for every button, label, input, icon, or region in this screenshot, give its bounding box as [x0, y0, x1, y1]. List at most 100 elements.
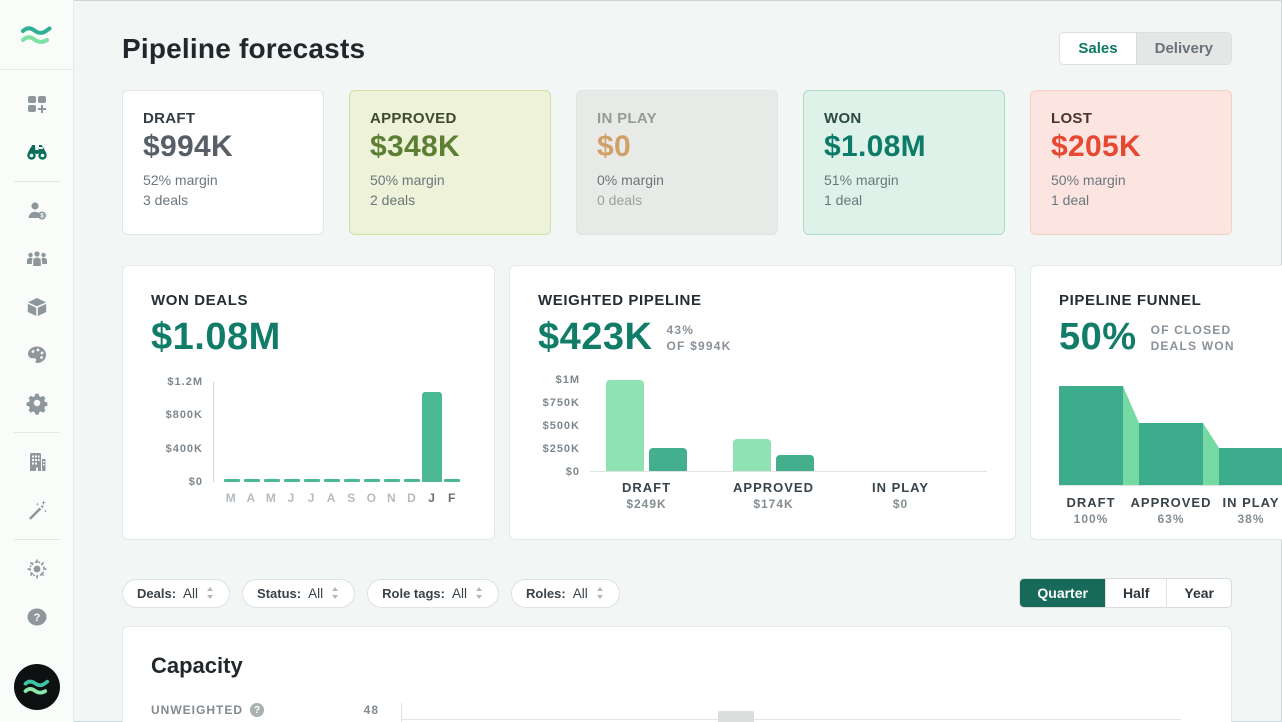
chevron-updown-icon: [596, 587, 603, 599]
weighted-pipeline-yaxis: $1M $750K $500K $250K $0: [542, 374, 580, 478]
stat-label: DRAFT: [143, 110, 196, 127]
capacity-axis-tick: 48: [363, 703, 379, 717]
pipeline-funnel-headline: 50%: [1059, 316, 1137, 358]
building-icon: [29, 453, 45, 471]
funnel-chart: [1059, 386, 1282, 486]
filter-row: Deals: All Status: All Role tags: All Ro…: [122, 578, 1232, 608]
stat-margin: 0% margin: [597, 172, 664, 188]
stat-deals: 1 deal: [1051, 192, 1090, 209]
capacity-title: Capacity: [151, 653, 243, 678]
period-half[interactable]: Half: [1104, 579, 1166, 607]
toggle-sales[interactable]: Sales: [1060, 33, 1136, 64]
wand-icon: [28, 500, 47, 520]
stat-value: $348K: [370, 130, 460, 163]
capacity-gridline: [402, 719, 1181, 720]
weighted-pipeline-headline: $423K: [538, 316, 653, 358]
pipeline-funnel-subtext: OF CLOSED DEALS WON: [1150, 323, 1235, 354]
stat-card-draft: DRAFT $994K 52% margin 3 deals: [122, 90, 324, 235]
stat-card-lost: LOST $205K 50% margin 1 deal: [1030, 90, 1232, 235]
stat-value: $0: [597, 130, 631, 163]
sidebar-item-design[interactable]: [15, 333, 59, 377]
weighted-pipeline-card: WEIGHTED PIPELINE $423K 43% OF $994K $1M…: [509, 265, 1016, 540]
filter-role-tags[interactable]: Role tags: All: [367, 578, 499, 608]
gear-icon: [26, 393, 47, 415]
stat-card-approved: APPROVED $348K 50% margin 2 deals: [349, 90, 551, 235]
won-deals-headline: $1.08M: [151, 316, 281, 358]
stat-deals: 1 deal: [824, 192, 863, 209]
stat-margin: 50% margin: [370, 172, 445, 188]
stat-margin: 50% margin: [1051, 172, 1126, 188]
stat-margin: 51% margin: [824, 172, 899, 188]
stat-label: IN PLAY: [597, 110, 657, 127]
pipeline-funnel-title: PIPELINE FUNNEL: [1059, 292, 1202, 309]
stat-label: APPROVED: [370, 110, 457, 127]
wave-logo-icon: [20, 25, 51, 44]
sidebar-item-dashboard[interactable]: [15, 82, 59, 126]
sidebar-item-theme[interactable]: [15, 547, 59, 591]
stat-cards-row: DRAFT $994K 52% margin 3 deals APPROVED $…: [122, 90, 1232, 235]
stat-deals: 3 deals: [143, 192, 189, 209]
help-icon: ?: [27, 608, 46, 626]
wave-logo-dark-icon: [23, 679, 49, 695]
filter-status[interactable]: Status: All: [242, 578, 356, 608]
toggle-delivery[interactable]: Delivery: [1135, 33, 1231, 64]
pipeline-funnel-card: PIPELINE FUNNEL 50% OF CLOSED DEALS WON …: [1030, 265, 1282, 540]
stat-value: $1.08M: [824, 130, 926, 163]
period-quarter[interactable]: Quarter: [1020, 579, 1105, 607]
sidebar-divider: [13, 181, 60, 182]
capacity-chart: [401, 703, 1203, 722]
sidebar-item-settings[interactable]: [15, 381, 59, 425]
won-deals-plot: [213, 382, 466, 482]
stat-card-won: WON $1.08M 51% margin 1 deal: [803, 90, 1005, 235]
weighted-pipeline-labels: DRAFT $249K APPROVED $174K IN PLAY $0: [621, 480, 930, 511]
sidebar: $ ?: [0, 0, 74, 722]
palette-icon: [27, 346, 46, 363]
chevron-updown-icon: [332, 587, 339, 599]
help-icon[interactable]: ?: [250, 703, 264, 717]
filter-roles[interactable]: Roles: All: [510, 578, 620, 608]
capacity-row: UNWEIGHTED ? 48: [151, 703, 1203, 722]
stat-deals: 0 deals: [597, 192, 643, 209]
chevron-updown-icon: [207, 587, 214, 599]
filter-deals[interactable]: Deals: All: [122, 578, 231, 608]
capacity-card: Capacity UNWEIGHTED ? 48: [122, 626, 1232, 722]
sidebar-item-products[interactable]: [15, 285, 59, 329]
stat-value: $205K: [1051, 130, 1141, 163]
period-year[interactable]: Year: [1166, 579, 1231, 607]
account-avatar[interactable]: [13, 664, 60, 710]
svg-text:$: $: [40, 213, 44, 220]
sidebar-nav: $ ?: [0, 70, 73, 664]
sidebar-item-team[interactable]: [15, 237, 59, 281]
stat-value: $994K: [143, 130, 233, 163]
sidebar-item-help[interactable]: ?: [15, 595, 59, 639]
stat-margin: 52% margin: [143, 172, 218, 188]
user-dollar-icon: $: [28, 202, 46, 220]
cube-icon: [27, 298, 46, 316]
won-deals-yaxis: $1.2M $800K $400K $0: [165, 376, 203, 488]
capacity-bar: [718, 711, 754, 722]
svg-text:?: ?: [33, 612, 40, 624]
sidebar-item-clients[interactable]: $: [15, 189, 59, 233]
app-logo[interactable]: [0, 0, 73, 70]
sidebar-divider: [13, 539, 60, 540]
brightness-icon: [26, 559, 47, 579]
binoculars-icon: [26, 145, 47, 160]
weighted-pipeline-chart: $1M $750K $500K $250K $0 DRAFT $249K APPROVED $…: [538, 374, 987, 511]
sales-delivery-toggle: Sales Delivery: [1059, 32, 1232, 65]
sidebar-item-automation[interactable]: [15, 488, 59, 532]
won-deals-title: WON DEALS: [151, 292, 249, 309]
stat-label: LOST: [1051, 110, 1093, 127]
main-content: Pipeline forecasts Sales Delivery DRAFT …: [74, 0, 1282, 722]
sidebar-divider: [13, 432, 60, 433]
stat-card-inplay: IN PLAY $0 0% margin 0 deals: [576, 90, 778, 235]
sidebar-item-company[interactable]: [15, 440, 59, 484]
weighted-pipeline-subtext: 43% OF $994K: [666, 323, 732, 354]
stat-label: WON: [824, 110, 862, 127]
sidebar-item-forecasts[interactable]: [15, 130, 59, 174]
weighted-pipeline-title: WEIGHTED PIPELINE: [538, 292, 702, 309]
